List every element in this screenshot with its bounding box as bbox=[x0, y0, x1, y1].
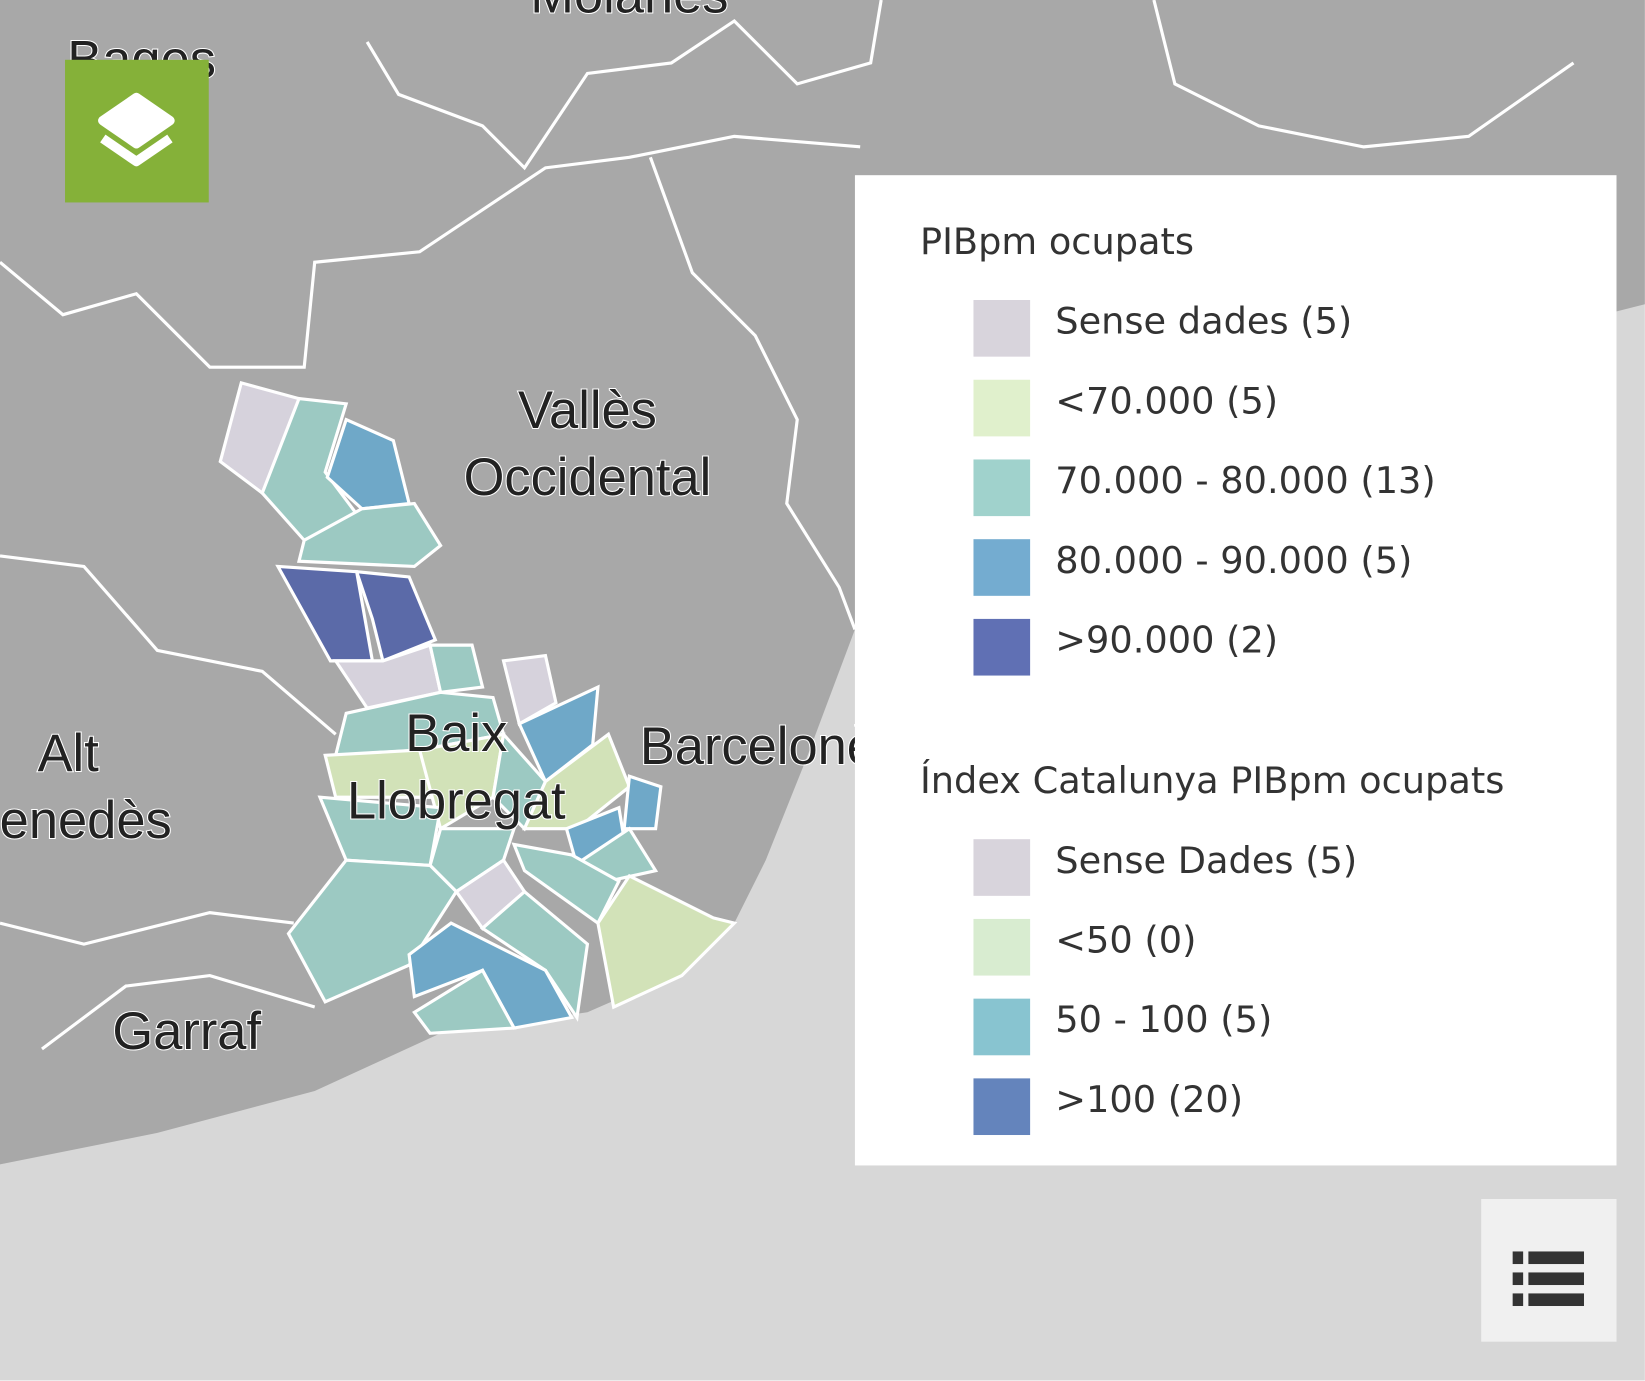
legend-label: Sense dades (5) bbox=[1055, 300, 1352, 343]
map-label: Baix bbox=[405, 705, 507, 763]
legend-label: >100 (20) bbox=[1055, 1078, 1243, 1121]
municipalities bbox=[218, 380, 738, 1035]
legend-label: 70.000 - 80.000 (13) bbox=[1055, 459, 1435, 502]
legend-label: >90.000 (2) bbox=[1055, 618, 1278, 661]
map-label: Llobregat bbox=[347, 772, 566, 830]
map-label: Moianès bbox=[530, 0, 728, 25]
legend-label: 50 - 100 (5) bbox=[1055, 998, 1272, 1041]
legend-swatch bbox=[973, 1078, 1031, 1136]
legend-swatch bbox=[973, 998, 1031, 1056]
legend-label: 80.000 - 90.000 (5) bbox=[1055, 539, 1412, 582]
legend-swatch bbox=[973, 539, 1031, 596]
legend-label: <70.000 (5) bbox=[1055, 379, 1278, 422]
legend-toggle-button[interactable] bbox=[1481, 1199, 1617, 1342]
legend-title: PIBpm ocupats bbox=[920, 220, 1194, 263]
legend-label: <50 (0) bbox=[1055, 919, 1196, 962]
legend-swatch bbox=[973, 459, 1031, 517]
legend-swatch bbox=[973, 300, 1031, 357]
legend-title: Índex Catalunya PIBpm ocupats bbox=[920, 758, 1504, 802]
map-label: Garraf bbox=[112, 1003, 261, 1061]
legend: PIBpm ocupats Sense dades (5) <70.000 (5) 7… bbox=[920, 220, 1504, 1136]
borders bbox=[0, 0, 1575, 1051]
layers-icon bbox=[98, 92, 175, 167]
legend-swatch bbox=[973, 839, 1031, 896]
map-label: Penedès bbox=[0, 792, 172, 850]
map-label: Vallès bbox=[518, 382, 657, 440]
map-labels: MoianèsBagesVallèsOccidentalAltPenedèsBa… bbox=[0, 0, 903, 1062]
list-icon bbox=[1512, 1251, 1584, 1307]
legend-swatch bbox=[973, 918, 1031, 976]
legend-swatch bbox=[973, 379, 1031, 437]
legend-swatch bbox=[973, 618, 1031, 676]
map-label: Occidental bbox=[464, 449, 712, 507]
map-label: Alt bbox=[38, 725, 100, 783]
legend-label: Sense Dades (5) bbox=[1055, 839, 1357, 882]
